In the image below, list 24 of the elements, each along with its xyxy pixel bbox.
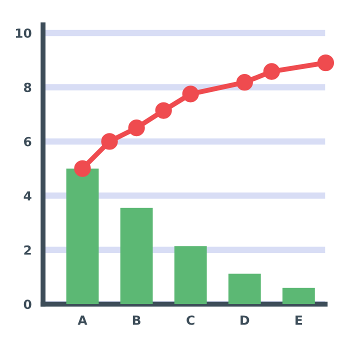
y-tick-label: 4	[24, 191, 32, 200]
x-tick-label: C	[186, 315, 194, 325]
bar	[282, 288, 315, 304]
x-tick-label: D	[240, 316, 250, 325]
point	[236, 74, 253, 91]
y-tick-label: 10	[16, 28, 32, 38]
y-tick-label: 8	[24, 82, 32, 92]
point	[182, 86, 199, 102]
x-tick-label: E	[296, 316, 302, 325]
point	[128, 120, 145, 136]
x-tick-label: A	[78, 316, 88, 325]
y-tick-label: 0	[24, 300, 32, 310]
point	[101, 133, 118, 150]
bar	[228, 274, 261, 304]
point	[317, 54, 334, 72]
point	[155, 102, 172, 119]
point	[74, 160, 91, 177]
x-tick-label: B	[132, 316, 140, 325]
y-tick-label: 6	[24, 136, 32, 146]
bar	[66, 168, 99, 304]
bar	[120, 208, 153, 304]
bar	[174, 246, 207, 304]
point	[263, 63, 280, 80]
y-tick-label: 2	[24, 245, 31, 255]
